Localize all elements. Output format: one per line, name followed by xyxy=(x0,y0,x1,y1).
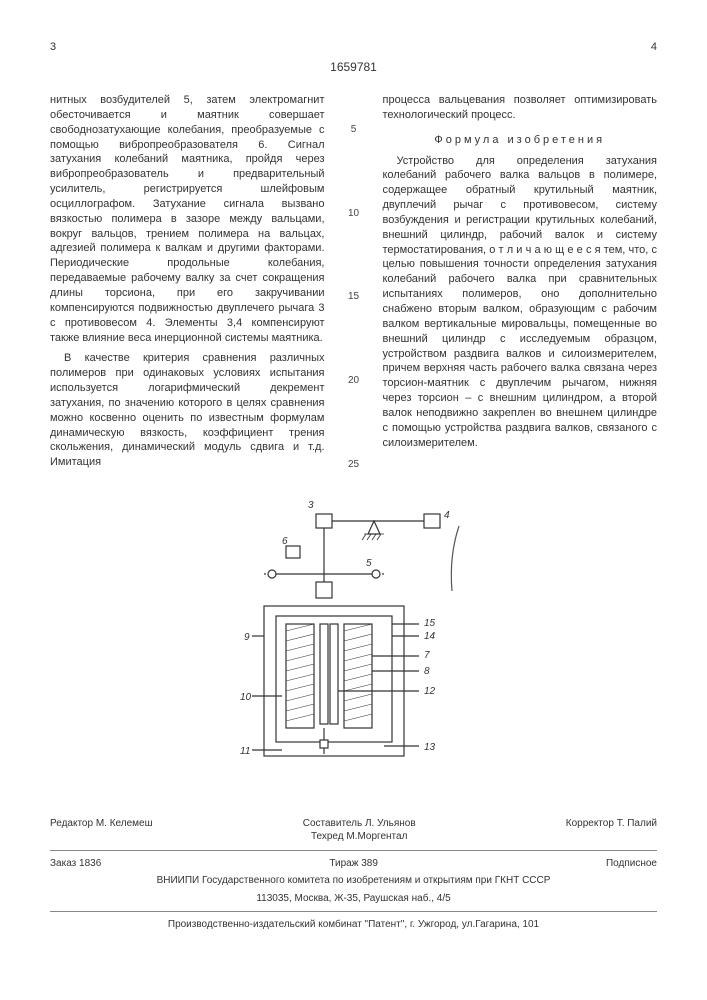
divider xyxy=(50,911,657,912)
diagram-label: 5 xyxy=(366,558,372,569)
institute-line2: 113035, Москва, Ж-35, Раушская наб., 4/5 xyxy=(50,892,657,906)
compiler-name: Л. Ульянов xyxy=(365,818,416,829)
line-marker: 5 xyxy=(347,123,361,137)
line-marker: 25 xyxy=(347,458,361,472)
diagram-label: 14 xyxy=(424,631,436,642)
diagram-label: 15 xyxy=(424,618,436,629)
order-line: Заказ 1836 Тираж 389 Подписное xyxy=(50,857,657,871)
diagram-label: 4 xyxy=(444,510,450,521)
right-p1: процесса вальцевания позволяет оптимизир… xyxy=(383,93,658,123)
subscription: Подписное xyxy=(606,857,657,871)
order-label: Заказ xyxy=(50,858,76,869)
corrector-label: Корректор xyxy=(566,818,614,829)
divider xyxy=(50,850,657,851)
diagram-label: 11 xyxy=(240,746,250,757)
line-marker: 20 xyxy=(347,374,361,388)
page-numbers: 3 4 xyxy=(50,40,657,55)
line-marker: 15 xyxy=(347,290,361,304)
right-column: процесса вальцевания позволяет оптимизир… xyxy=(383,93,658,476)
techred-name: М.Моргентал xyxy=(346,831,407,842)
patent-number: 1659781 xyxy=(50,59,657,75)
diagram-label: 3 xyxy=(308,500,314,511)
right-p2: Устройство для определения затухания кол… xyxy=(383,154,658,451)
techred-label: Техред xyxy=(311,831,344,842)
line-marker: 10 xyxy=(347,207,361,221)
formula-title: Формула изобретения xyxy=(383,133,658,148)
page-right: 4 xyxy=(651,40,657,55)
corrector-block: Корректор Т. Палий xyxy=(566,817,657,844)
left-p2: В качестве критерия сравнения различных … xyxy=(50,351,325,470)
tirage-num: 389 xyxy=(361,858,378,869)
editor-name: М. Келемеш xyxy=(96,818,153,829)
diagram-label: 7 xyxy=(424,650,430,661)
line-number-gutter: 5 10 15 20 25 xyxy=(347,93,361,476)
editor-label: Редактор xyxy=(50,818,93,829)
diagram-label: 12 xyxy=(424,686,436,697)
tirage-block: Тираж 389 xyxy=(329,857,378,871)
diagram-label: 10 xyxy=(240,692,252,703)
left-column: нитных возбудителей 5, затем электромагн… xyxy=(50,93,325,476)
order-block: Заказ 1836 xyxy=(50,857,101,871)
credits-row: Редактор М. Келемеш Составитель Л. Ульян… xyxy=(50,811,657,844)
diagram-label: 13 xyxy=(424,742,436,753)
center-credits: Составитель Л. Ульянов Техред М.Моргента… xyxy=(303,817,416,844)
page-left: 3 xyxy=(50,40,56,55)
diagram-label: 6 xyxy=(282,536,288,547)
corrector-name: Т. Палий xyxy=(617,818,657,829)
production-line: Производственно-издательский комбинат "П… xyxy=(50,918,657,932)
institute-line1: ВНИИПИ Государственного комитета по изоб… xyxy=(50,874,657,888)
text-columns: нитных возбудителей 5, затем электромагн… xyxy=(50,93,657,476)
left-p1: нитных возбудителей 5, затем электромагн… xyxy=(50,93,325,345)
tirage-label: Тираж xyxy=(329,858,358,869)
technical-diagram: 3 4 5 6 7 8 9 10 11 12 13 14 15 xyxy=(50,496,657,791)
order-num: 1836 xyxy=(79,858,101,869)
diagram-label: 8 xyxy=(424,666,430,677)
diagram-label: 9 xyxy=(244,632,250,643)
compiler-label: Составитель xyxy=(303,818,362,829)
editor-block: Редактор М. Келемеш xyxy=(50,817,153,844)
